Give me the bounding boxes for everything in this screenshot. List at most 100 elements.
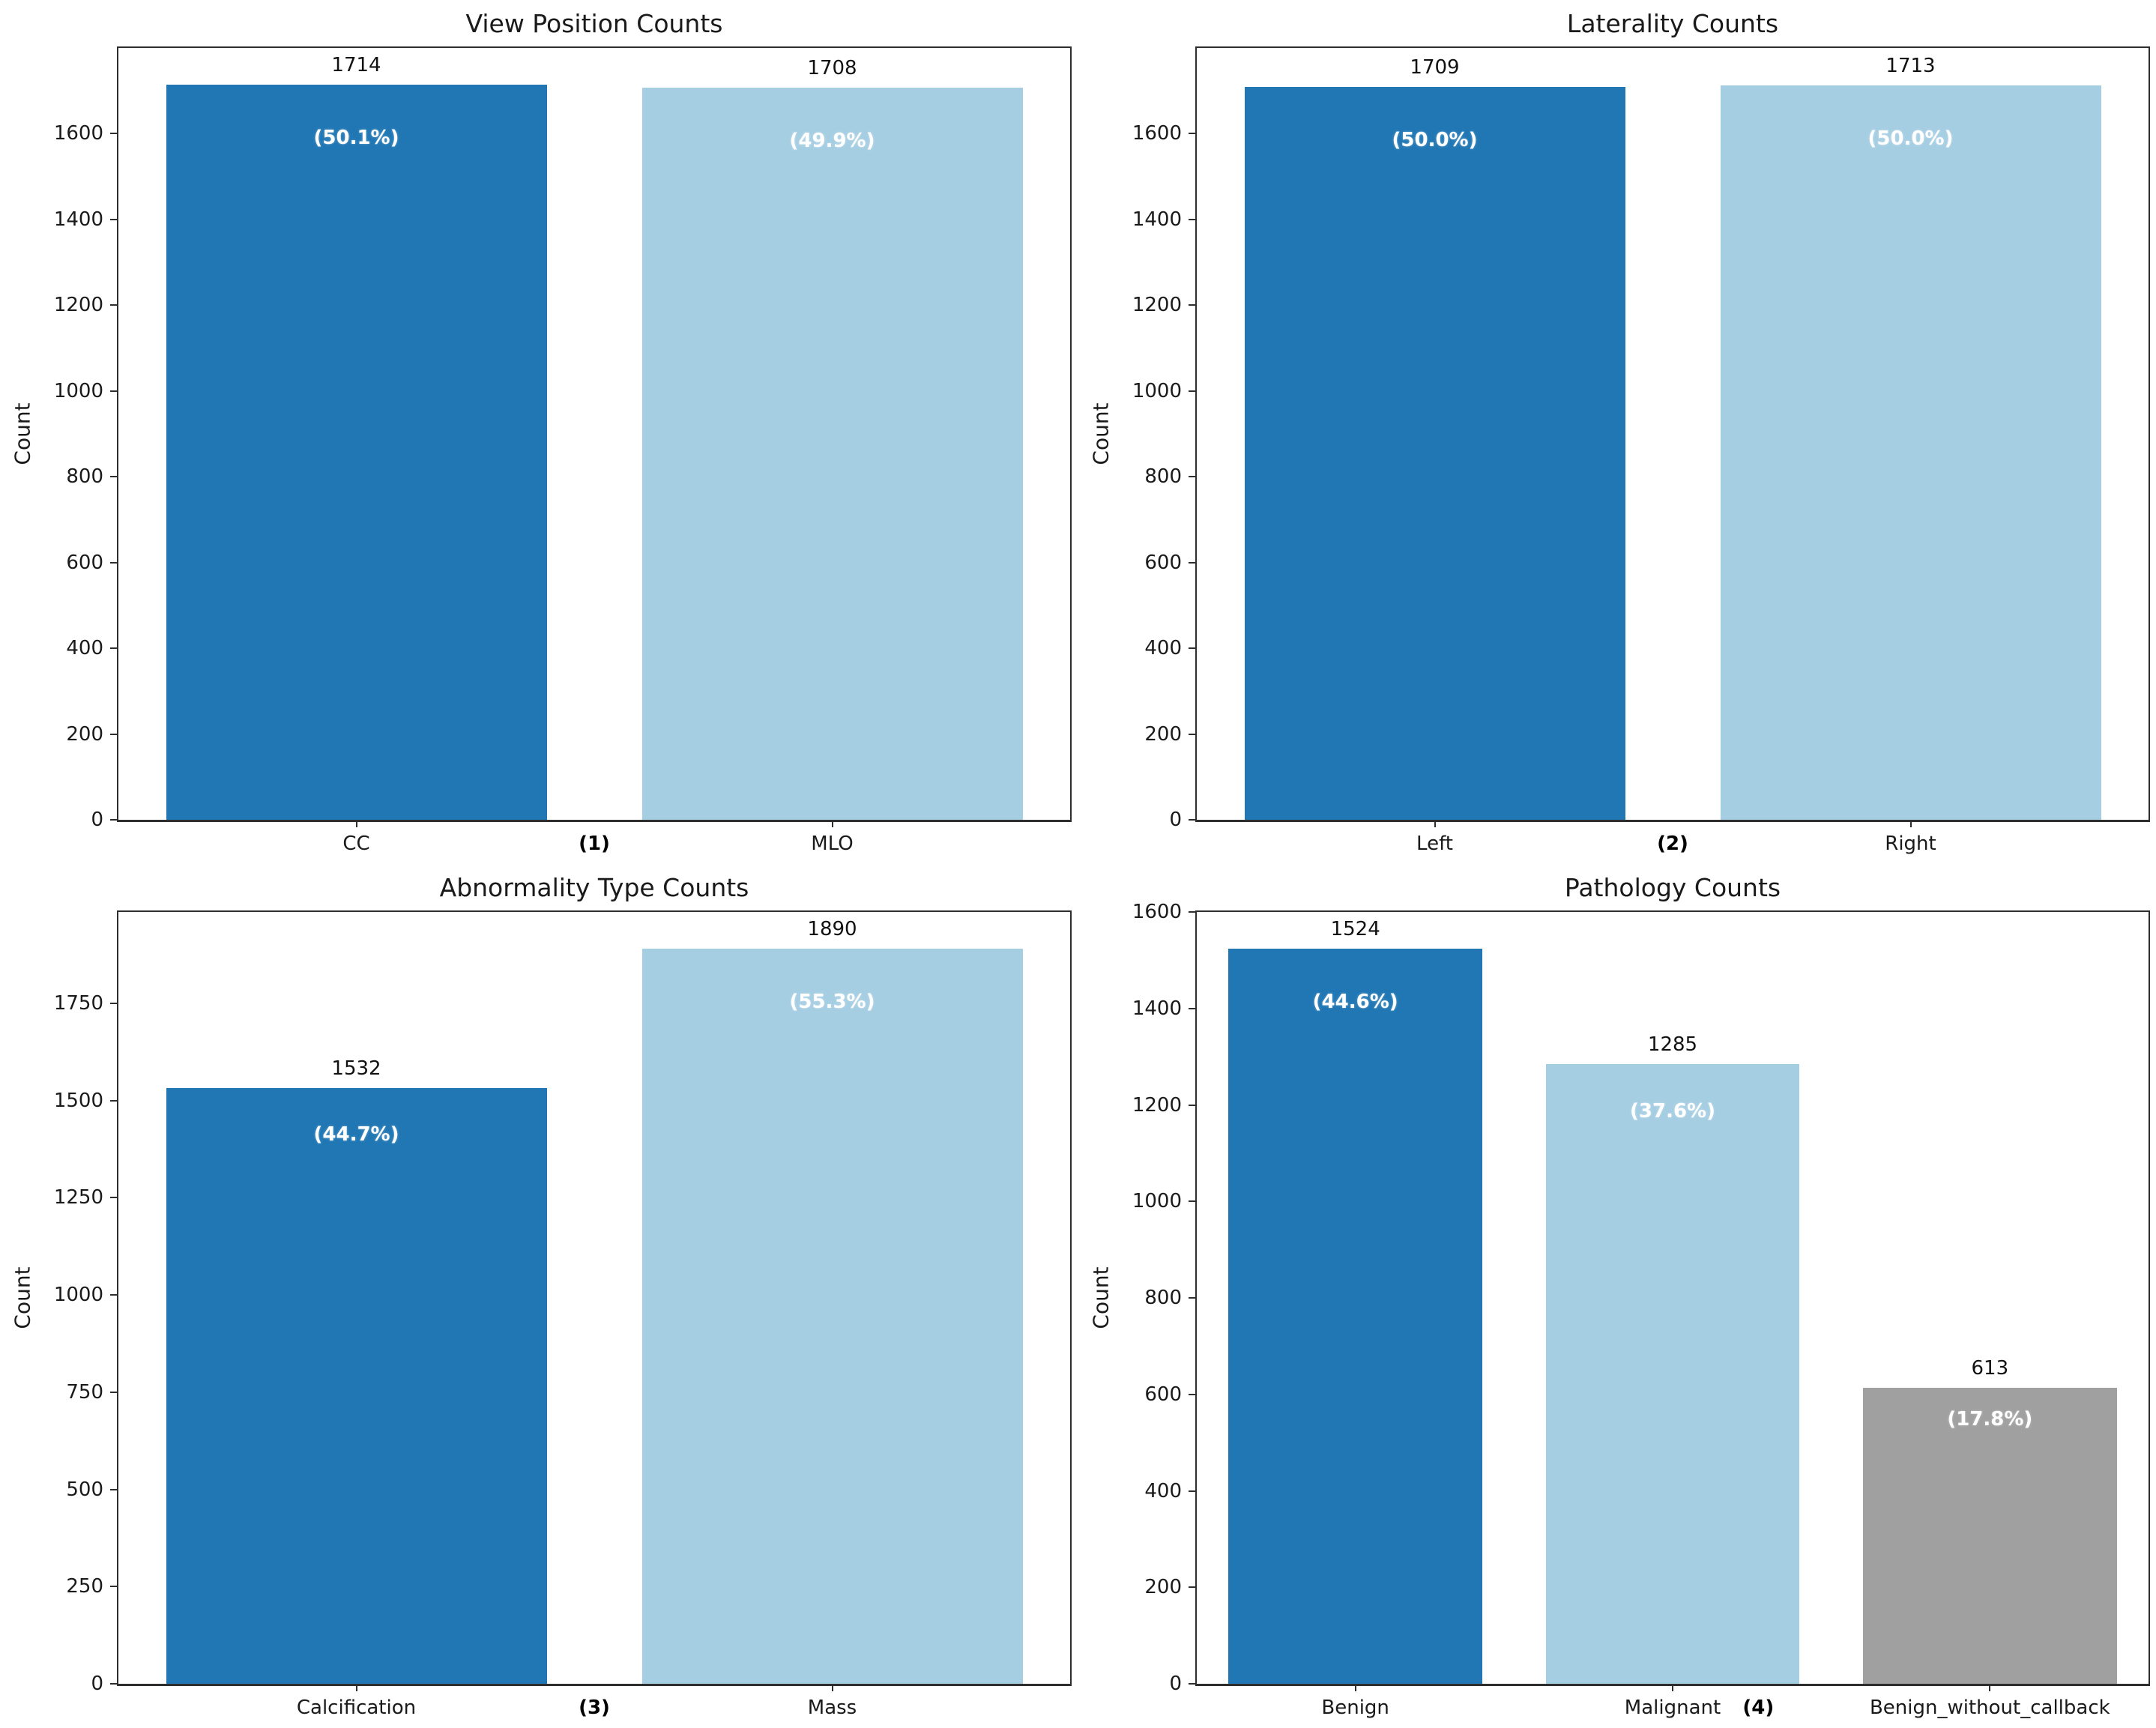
plot-area bbox=[117, 46, 1072, 822]
y-axis-label: Count bbox=[1088, 402, 1114, 465]
y-tick-label: 1000 bbox=[53, 379, 103, 402]
bar-percent-label: (49.9%) bbox=[789, 129, 875, 152]
plot-area bbox=[117, 910, 1072, 1686]
y-tick-mark bbox=[1189, 304, 1195, 306]
y-tick-mark bbox=[1189, 1393, 1195, 1395]
y-tick-mark bbox=[110, 733, 117, 735]
y-tick-mark bbox=[110, 476, 117, 478]
bar-benign_without_callback bbox=[1863, 1388, 2117, 1684]
y-tick-mark bbox=[1189, 390, 1195, 392]
bar-value-label: 613 bbox=[1971, 1357, 2009, 1380]
y-tick-label: 800 bbox=[66, 465, 103, 489]
y-tick-mark bbox=[1189, 1490, 1195, 1492]
bar-mass bbox=[641, 949, 1023, 1684]
chart-title: View Position Counts bbox=[465, 9, 723, 38]
subplot-laterality-counts: Laterality Counts 0 200 400 600 800 1000 1200 14… bbox=[1078, 0, 2156, 864]
chart-title: Laterality Counts bbox=[1566, 9, 1779, 38]
y-tick-label: 1600 bbox=[53, 122, 103, 145]
y-tick-mark bbox=[1189, 1297, 1195, 1299]
x-tick-mark bbox=[1434, 821, 1436, 827]
y-tick-mark bbox=[110, 1197, 117, 1199]
y-tick-label: 1400 bbox=[1132, 997, 1182, 1020]
y-tick-label: 1200 bbox=[53, 294, 103, 317]
y-tick-label: 1750 bbox=[53, 991, 103, 1015]
y-tick-label: 0 bbox=[91, 1673, 103, 1695]
bar-percent-label: (44.6%) bbox=[1312, 990, 1398, 1013]
x-tick-mark bbox=[1354, 1685, 1356, 1691]
y-tick-label: 400 bbox=[1144, 637, 1182, 660]
y-tick-label: 600 bbox=[1144, 551, 1182, 574]
bar-malignant bbox=[1545, 1063, 1800, 1684]
plot-area bbox=[1195, 910, 2150, 1686]
y-tick-label: 1400 bbox=[53, 208, 103, 231]
subplot-view-position-counts: View Position Counts 0 200 400 600 800 1000 120… bbox=[0, 0, 1078, 864]
bar-percent-label: (55.3%) bbox=[789, 991, 875, 1014]
x-tick-mark bbox=[1672, 1685, 1673, 1691]
bar-value-label: 1532 bbox=[331, 1057, 381, 1081]
y-tick-label: 1200 bbox=[1132, 1093, 1182, 1117]
x-tick-label: Right bbox=[1885, 833, 1936, 855]
x-tick-label: Benign_without_callback bbox=[1869, 1697, 2110, 1719]
y-tick-mark bbox=[110, 133, 117, 135]
x-tick-mark bbox=[355, 821, 357, 827]
chart-title: Pathology Counts bbox=[1564, 873, 1781, 902]
y-tick-mark bbox=[110, 1099, 117, 1102]
bar-value-label: 1524 bbox=[1330, 917, 1380, 940]
y-tick-label: 200 bbox=[66, 722, 103, 746]
bar-percent-label: (37.6%) bbox=[1630, 1100, 1715, 1123]
y-axis-label: Count bbox=[10, 402, 35, 465]
subplot-caption: (1) bbox=[579, 833, 610, 855]
y-tick-label: 0 bbox=[1169, 809, 1182, 831]
y-tick-mark bbox=[110, 1002, 117, 1004]
y-tick-mark bbox=[1189, 647, 1195, 650]
x-tick-label: Left bbox=[1416, 833, 1453, 855]
y-axis-label: Count bbox=[1088, 1266, 1114, 1329]
y-tick-label: 200 bbox=[1144, 722, 1182, 746]
bar-value-label: 1709 bbox=[1410, 56, 1460, 79]
x-tick-label: CC bbox=[342, 833, 370, 855]
bar-calcification bbox=[166, 1088, 547, 1684]
x-tick-mark bbox=[1989, 1685, 1991, 1691]
chart-title: Abnormality Type Counts bbox=[439, 873, 749, 902]
y-tick-mark bbox=[110, 819, 117, 821]
y-tick-mark bbox=[1189, 1007, 1195, 1009]
subplot-abnormality-type-counts: Abnormality Type Counts 0 250 500 750 1000 125… bbox=[0, 864, 1078, 1728]
x-tick-label: Mass bbox=[807, 1697, 857, 1719]
y-tick-label: 0 bbox=[91, 809, 103, 831]
y-tick-mark bbox=[1189, 133, 1195, 135]
y-tick-mark bbox=[1189, 1683, 1195, 1685]
y-tick-mark bbox=[110, 561, 117, 564]
y-tick-label: 800 bbox=[1144, 465, 1182, 489]
y-tick-mark bbox=[110, 218, 117, 220]
subplot-caption: (3) bbox=[579, 1697, 610, 1719]
x-tick-label: MLO bbox=[811, 833, 854, 855]
x-tick-label: Benign bbox=[1321, 1697, 1389, 1719]
x-tick-mark bbox=[1909, 821, 1912, 827]
bar-percent-label: (44.7%) bbox=[313, 1123, 399, 1146]
y-tick-mark bbox=[110, 1683, 117, 1685]
y-tick-mark bbox=[1189, 733, 1195, 735]
y-tick-label: 1000 bbox=[53, 1284, 103, 1307]
y-tick-mark bbox=[1189, 1104, 1195, 1106]
bar-percent-label: (50.1%) bbox=[313, 127, 399, 150]
bar-percent-label: (50.0%) bbox=[1867, 127, 1954, 150]
y-tick-mark bbox=[110, 304, 117, 306]
y-tick-label: 1000 bbox=[1132, 1190, 1182, 1213]
y-tick-label: 1250 bbox=[53, 1186, 103, 1209]
bar-benign bbox=[1228, 948, 1482, 1684]
y-tick-label: 1200 bbox=[1132, 294, 1182, 317]
x-tick-mark bbox=[355, 1685, 357, 1691]
x-tick-label: Malignant bbox=[1624, 1697, 1721, 1719]
y-tick-mark bbox=[110, 1294, 117, 1296]
bar-left bbox=[1244, 87, 1625, 820]
y-tick-mark bbox=[1189, 1586, 1195, 1589]
x-tick-mark bbox=[831, 821, 833, 827]
bar-value-label: 1285 bbox=[1647, 1033, 1698, 1056]
y-tick-mark bbox=[1189, 819, 1195, 821]
y-tick-mark bbox=[1189, 911, 1195, 913]
subplot-pathology-counts: Pathology Counts 0 200 400 600 800 1000 1200 140… bbox=[1078, 864, 2156, 1728]
bar-value-label: 1714 bbox=[331, 54, 381, 77]
y-tick-label: 0 bbox=[1169, 1673, 1182, 1695]
y-tick-label: 750 bbox=[66, 1380, 103, 1404]
